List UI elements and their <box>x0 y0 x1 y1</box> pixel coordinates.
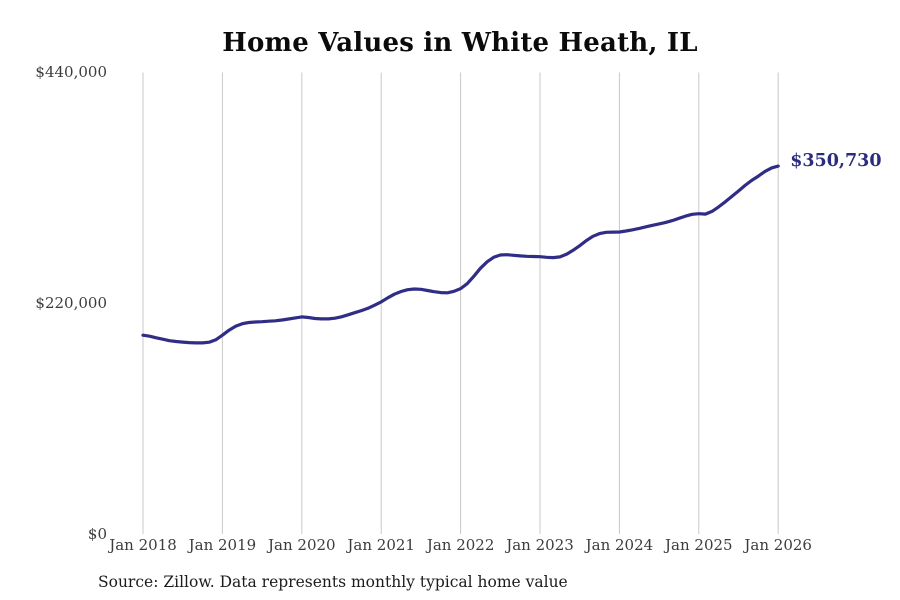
y-tick-label: $440,000 <box>35 63 107 81</box>
source-note: Source: Zillow. Data represents monthly … <box>98 573 568 591</box>
x-tick-label: Jan 2018 <box>109 536 177 554</box>
latest-value-label: $350,730 <box>790 151 882 172</box>
home-value-line <box>141 164 780 345</box>
x-tick-label: Jan 2023 <box>506 536 574 554</box>
x-tick-label: Jan 2025 <box>665 536 733 554</box>
y-tick-label: $0 <box>87 524 107 543</box>
x-tick-label: Jan 2022 <box>426 536 495 554</box>
y-tick-label: $220,000 <box>35 293 107 312</box>
x-tick-label: Jan 2024 <box>585 536 654 554</box>
year-gridlines <box>142 72 779 534</box>
x-tick-label: Jan 2021 <box>347 536 415 554</box>
x-tick-label: Jan 2026 <box>744 536 812 554</box>
x-tick-label: Jan 2019 <box>188 536 257 554</box>
chart-title: Home Values in White Heath, IL <box>222 28 698 58</box>
x-tick-label: Jan 2020 <box>268 536 336 554</box>
